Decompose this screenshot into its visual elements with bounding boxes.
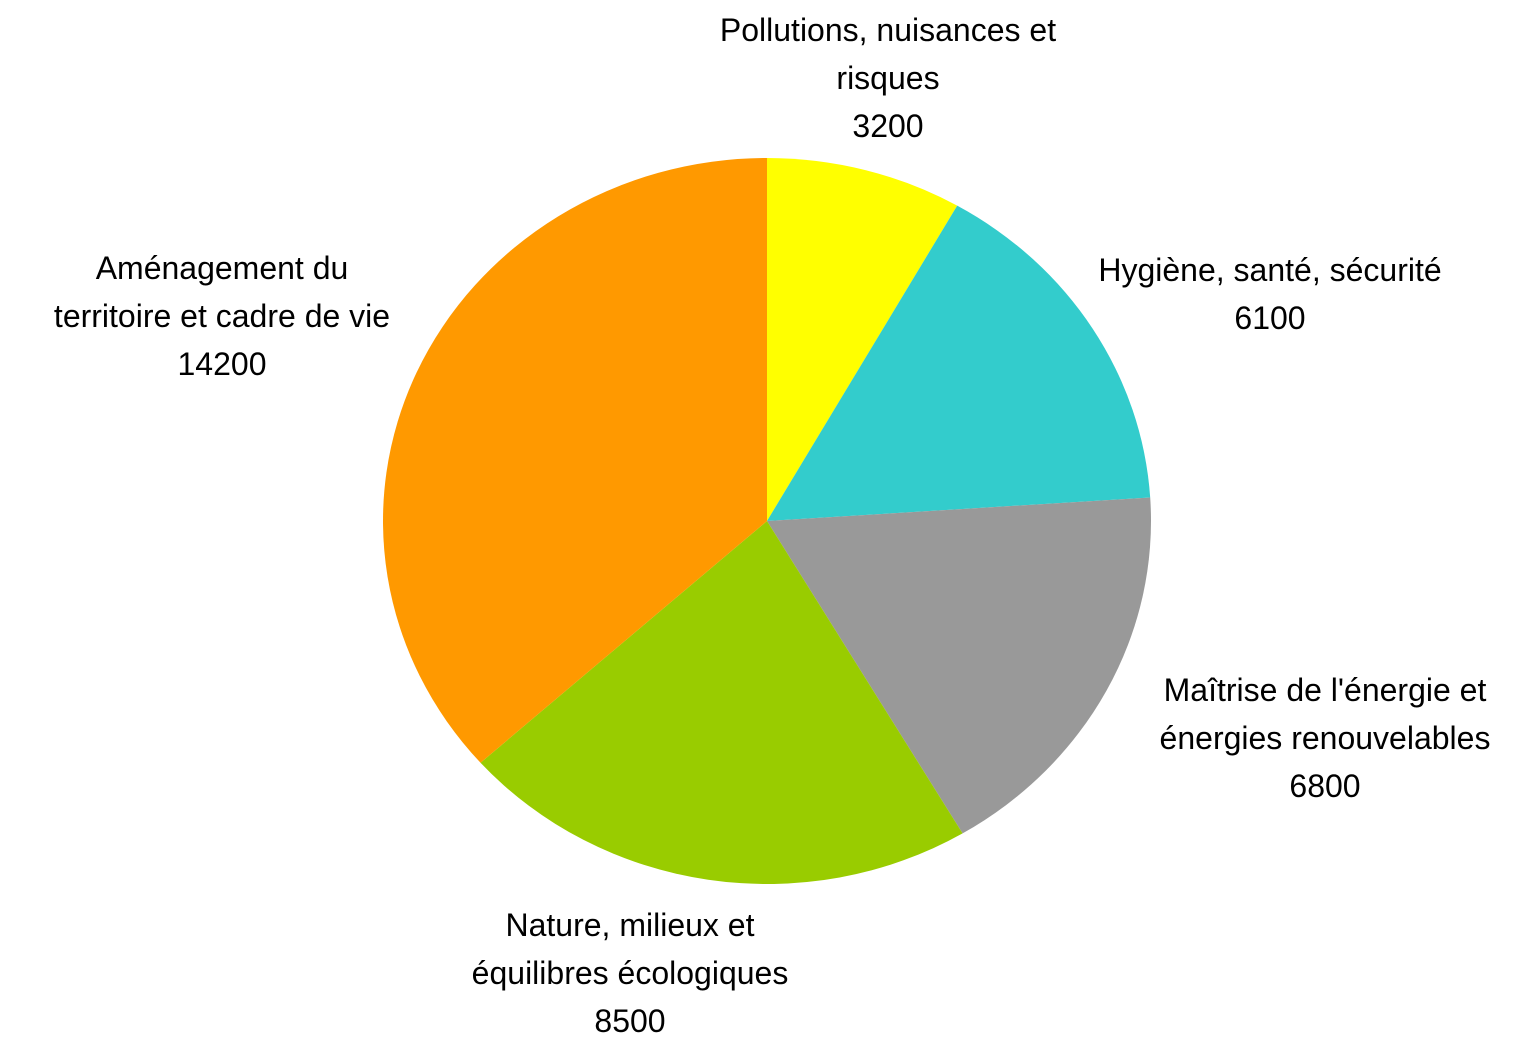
value-label: 6800 <box>1289 768 1361 804</box>
pie-slice <box>767 158 958 521</box>
category-label: Maîtrise de l'énergie et énergies renouv… <box>1159 672 1491 756</box>
slice-label: Nature, milieux et équilibres écologique… <box>472 901 789 1045</box>
pie-slice <box>383 158 767 763</box>
value-label: 14200 <box>177 346 267 382</box>
pie-slice <box>767 497 1151 834</box>
category-label: Nature, milieux et équilibres écologique… <box>471 907 789 991</box>
slice-label: Aménagement du territoire et cadre de vi… <box>54 244 390 388</box>
category-label: Aménagement du territoire et cadre de vi… <box>53 250 391 334</box>
pie-slice <box>767 205 1151 521</box>
value-label: 3200 <box>852 108 924 144</box>
value-label: 8500 <box>594 1003 666 1039</box>
slice-label: Hygiène, santé, sécurité 6100 <box>1098 246 1441 342</box>
pie-slice <box>480 521 963 884</box>
category-label: Hygiène, santé, sécurité <box>1098 252 1442 288</box>
category-label: Pollutions, nuisances et risques <box>719 12 1057 96</box>
slice-label: Pollutions, nuisances et risques 3200 <box>720 6 1056 150</box>
value-label: 6100 <box>1234 300 1306 336</box>
slice-label: Maîtrise de l'énergie et énergies renouv… <box>1160 666 1491 810</box>
